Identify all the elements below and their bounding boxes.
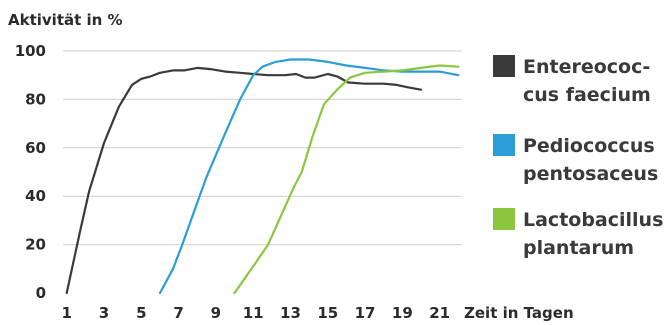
x-tick-label: 1: [62, 304, 72, 322]
legend-swatch-3: [493, 208, 515, 230]
x-tick-label: 17: [355, 304, 376, 322]
y-tick-label: 0: [36, 284, 46, 302]
legend-label-1: cus faecium: [523, 84, 651, 106]
legend-swatch-1: [493, 55, 515, 77]
x-axis-title: Zeit in Tagen: [464, 304, 574, 322]
x-tick-label: 5: [136, 304, 146, 322]
y-axis-title: Aktivität in %: [8, 11, 123, 29]
legend-label-3: plantarum: [523, 237, 634, 259]
legend-label-3: Lactobacillus: [523, 209, 663, 231]
series-line-2: [158, 58, 460, 295]
legend-label-2: pentosaceus: [523, 163, 658, 185]
x-tick-label: 19: [392, 304, 413, 322]
series-line-3: [233, 64, 460, 295]
x-tick-label: 9: [211, 304, 221, 322]
y-tick-label: 40: [25, 187, 46, 205]
grid-lines: [63, 50, 462, 246]
x-tick-label: 11: [243, 304, 264, 322]
legend-swatch-2: [493, 134, 515, 156]
series-line-1: [65, 66, 423, 295]
legend-label-2: Pediococcus: [523, 135, 655, 157]
y-axis-ticks: 0 20 40 60 80 100: [15, 42, 46, 302]
x-tick-label: 13: [280, 304, 301, 322]
x-tick-label: 3: [99, 304, 109, 322]
series-lines: [65, 58, 460, 295]
legend-label-1: Entereococ-: [523, 56, 650, 78]
y-tick-label: 60: [25, 139, 46, 157]
y-tick-label: 20: [25, 236, 46, 254]
x-axis-ticks: 1 3 5 7 9 11 13 15 17 19 21: [62, 304, 451, 322]
y-tick-label: 80: [25, 90, 46, 108]
x-tick-label: 21: [429, 304, 450, 322]
x-tick-label: 15: [317, 304, 338, 322]
legend: Entereococ-cus faecium Pediococcus pentosa…: [493, 55, 663, 259]
y-tick-label: 100: [15, 42, 46, 60]
x-tick-label: 7: [173, 304, 183, 322]
